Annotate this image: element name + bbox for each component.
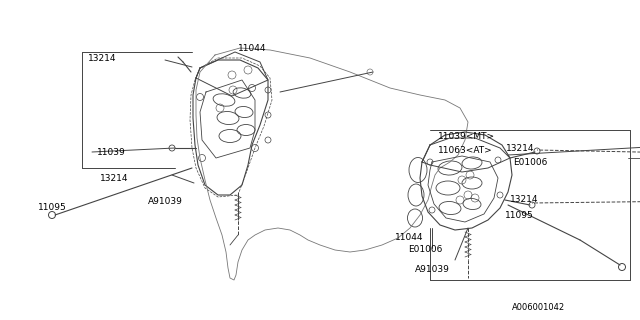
Text: A006001042: A006001042: [512, 303, 565, 313]
Text: E01006: E01006: [513, 157, 547, 166]
Text: 13214: 13214: [506, 143, 534, 153]
Text: 11039: 11039: [97, 148, 125, 156]
Text: 11044: 11044: [395, 234, 424, 243]
Text: 13214: 13214: [88, 53, 116, 62]
Text: 13214: 13214: [100, 173, 129, 182]
Text: A91039: A91039: [148, 197, 183, 206]
Text: 11039<MT>: 11039<MT>: [438, 132, 495, 140]
Text: 11063<AT>: 11063<AT>: [438, 146, 493, 155]
Text: 11044: 11044: [237, 44, 266, 52]
Text: E01006: E01006: [408, 245, 442, 254]
Text: A91039: A91039: [415, 266, 450, 275]
Text: 11095: 11095: [38, 204, 67, 212]
Text: 13214: 13214: [510, 196, 538, 204]
Text: 11095: 11095: [505, 211, 534, 220]
